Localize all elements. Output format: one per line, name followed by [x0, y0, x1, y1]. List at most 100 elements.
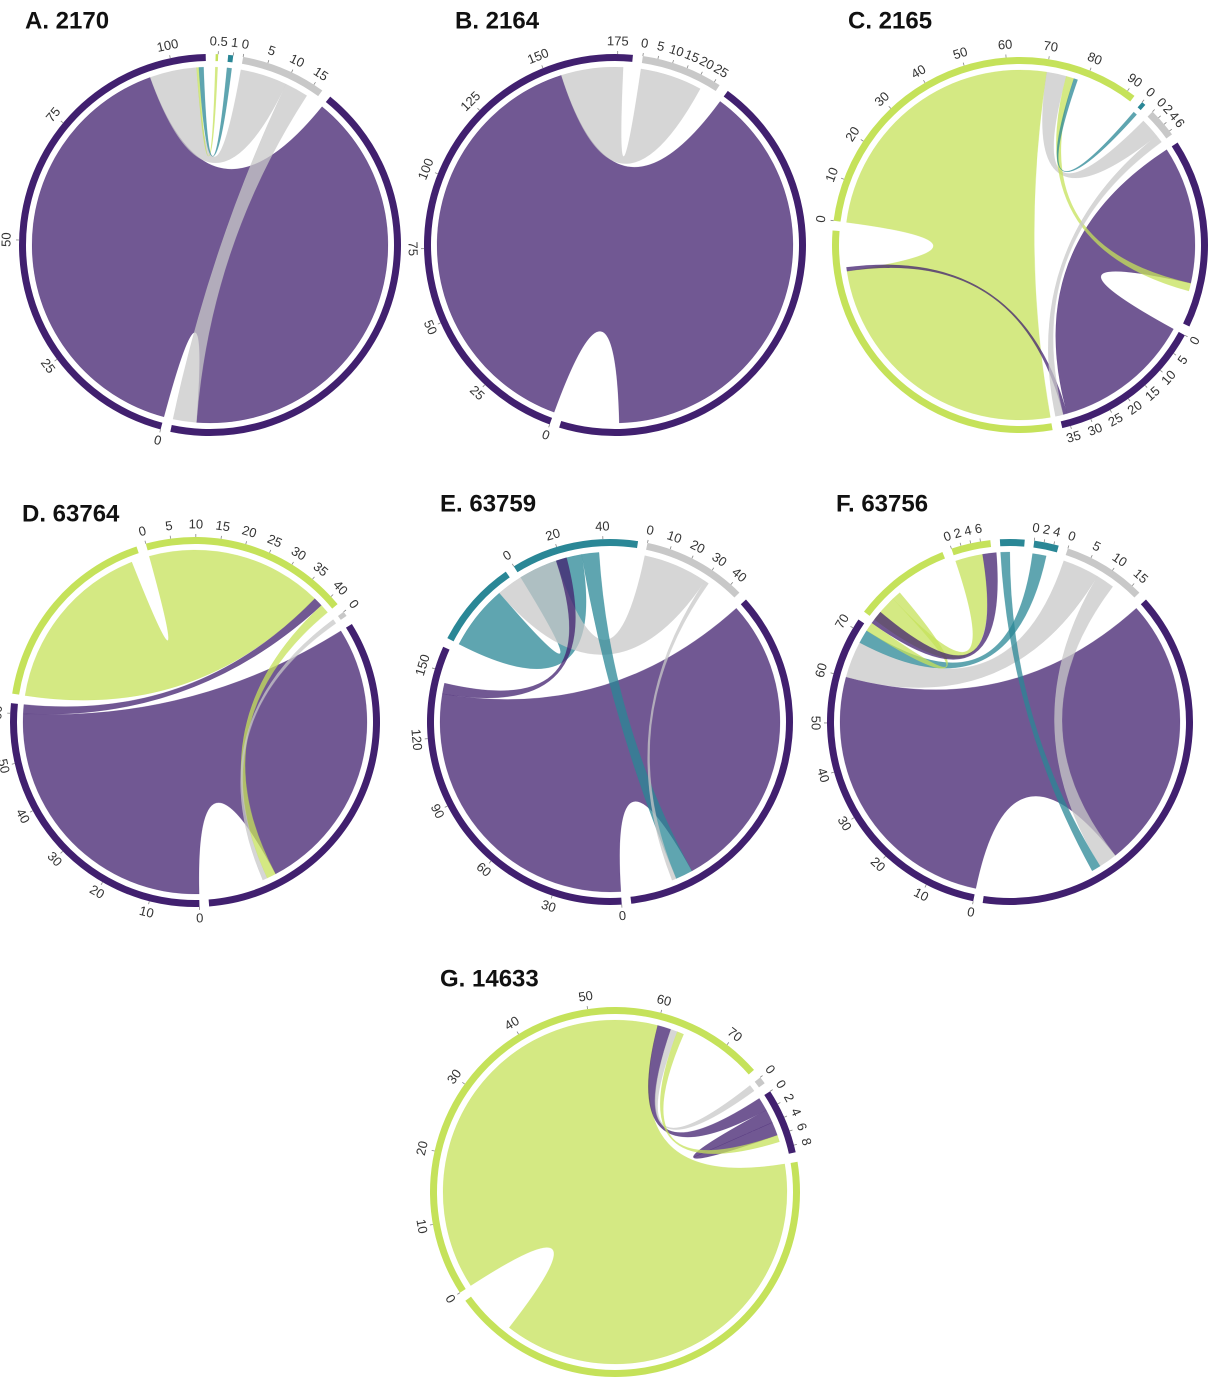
tick-label: 15 — [215, 517, 231, 534]
sector-arc — [755, 1077, 765, 1087]
tick-label: 0 — [1143, 84, 1158, 100]
tick-label: 10 — [911, 884, 931, 904]
tick-mark — [344, 610, 346, 612]
tick-mark — [1153, 110, 1155, 112]
tick-label: 0 — [1186, 334, 1203, 348]
tick-mark — [435, 173, 438, 174]
tick-mark — [794, 1144, 797, 1145]
tick-label: 0 — [645, 522, 655, 538]
tick-label: 20 — [842, 124, 862, 144]
tick-label: 20 — [413, 1139, 431, 1156]
tick-mark — [712, 568, 714, 570]
tick-mark — [760, 1076, 762, 1078]
tick-label: 10 — [138, 903, 156, 921]
tick-label: 5 — [266, 42, 277, 58]
tick-label: 5 — [1174, 352, 1190, 367]
tick-label: 2 — [952, 525, 963, 541]
tick-label: 10 — [287, 51, 306, 71]
tick-label: 35 — [1065, 427, 1083, 445]
tick-mark — [731, 582, 733, 584]
tick-mark — [477, 108, 479, 110]
chord-ribbon — [443, 1020, 787, 1364]
tick-label: 15 — [1130, 566, 1151, 587]
tick-label: 0 — [500, 547, 514, 564]
tick-label: 40 — [595, 518, 610, 534]
tick-mark — [314, 82, 316, 85]
tick-mark — [831, 673, 834, 674]
tick-label: 0 — [1031, 520, 1040, 536]
tick-label: 10 — [1158, 367, 1179, 388]
tick-label: 60 — [655, 991, 673, 1009]
sector-arc — [1000, 539, 1025, 547]
panel-title: F. 63756 — [836, 490, 928, 517]
tick-label: 0 — [540, 426, 552, 443]
tick-label: 0 — [941, 528, 953, 545]
sector-arc — [1138, 102, 1146, 110]
tick-mark — [1090, 68, 1091, 71]
tick-mark — [841, 178, 844, 179]
tick-label: 2 — [781, 1091, 798, 1105]
tick-label: 120 — [408, 728, 425, 751]
tick-label: 5 — [1090, 538, 1103, 555]
tick-mark — [770, 1090, 773, 1092]
sector-arc — [228, 55, 234, 63]
tick-mark — [462, 1082, 464, 1084]
tick-label: 60 — [474, 859, 495, 880]
tick-mark — [648, 540, 649, 543]
tick-mark — [1169, 129, 1171, 131]
tick-label: 5 — [164, 518, 173, 534]
tick-label: 40 — [502, 1013, 522, 1033]
tick-label: 10 — [1110, 549, 1130, 570]
tick-label: 30 — [444, 1066, 465, 1087]
tick-mark — [268, 60, 269, 63]
tick-mark — [292, 70, 293, 73]
tick-label: 50 — [0, 232, 14, 247]
tick-label: 10 — [665, 527, 684, 546]
panel-title: C. 2165 — [848, 7, 932, 34]
tick-mark — [673, 60, 674, 63]
tick-label: 20 — [87, 882, 107, 902]
tick-label: 6 — [794, 1121, 811, 1133]
tick-label: 25 — [265, 531, 284, 551]
tick-label: 30 — [835, 813, 855, 833]
tick-label: 50 — [0, 757, 13, 774]
tick-label: 0 — [618, 908, 626, 923]
tick-label: 15 — [311, 64, 331, 84]
tick-label: 0.5 — [209, 33, 228, 49]
tick-mark — [670, 546, 671, 549]
tick-mark — [687, 65, 688, 68]
tick-mark — [313, 577, 315, 579]
tick-label: 90 — [1125, 70, 1145, 91]
tick-mark — [542, 65, 543, 68]
tick-mark — [432, 1150, 435, 1151]
tick-label: 30 — [289, 543, 309, 563]
tick-label: 0 — [773, 1077, 790, 1091]
tick-mark — [1158, 116, 1160, 118]
tick-mark — [950, 546, 951, 549]
tick-mark — [861, 139, 864, 141]
tick-label: 50 — [809, 716, 824, 731]
tick-mark — [517, 1032, 519, 1035]
tick-label: 100 — [415, 156, 437, 182]
tick-label: 2 — [1042, 521, 1052, 537]
panel-title: A. 2170 — [25, 7, 109, 34]
tick-label: 40 — [908, 61, 928, 81]
tick-mark — [701, 72, 702, 75]
tick-label: 150 — [412, 652, 433, 677]
tick-label: 10 — [413, 1218, 430, 1235]
tick-mark — [270, 550, 271, 553]
tick-label: 10 — [189, 516, 204, 531]
sector-arc — [215, 54, 218, 61]
tick-label: 25 — [38, 356, 59, 377]
tick-label: 15 — [1142, 383, 1163, 404]
tick-label: 30 — [709, 549, 729, 570]
tick-mark — [243, 54, 244, 57]
tick-label: 0 — [152, 432, 163, 448]
sector-arc — [1033, 541, 1058, 553]
tick-mark — [727, 1042, 729, 1044]
tick-mark — [692, 556, 693, 559]
tick-mark — [170, 55, 171, 58]
tick-label: 0 — [346, 597, 362, 612]
